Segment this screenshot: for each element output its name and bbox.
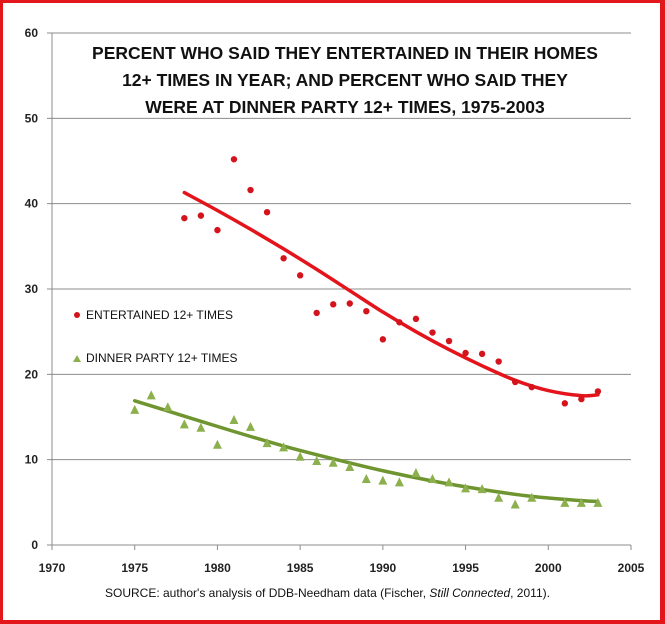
x-tick-labels: 1970 1975 1980 1985 1990 1995 2000 2005 [39, 561, 645, 575]
data-point-circle [280, 255, 287, 262]
data-point-triangle [593, 497, 603, 507]
source-note: SOURCE: author's analysis of DDB-Needham… [105, 586, 550, 600]
data-point-circle [495, 358, 502, 365]
legend-label-entertained: ENTERTAINED 12+ TIMES [86, 308, 233, 322]
data-point-circle [197, 212, 205, 219]
data-point-circle [528, 383, 535, 391]
data-point-triangle [146, 390, 156, 400]
data-point-triangle [510, 499, 520, 509]
trend-line-dinner-party [132, 399, 600, 504]
data-point-triangle [378, 475, 388, 485]
trend-lines [132, 190, 600, 504]
y-tick-label: 60 [25, 26, 39, 40]
data-point-triangle [427, 473, 437, 483]
data-point-circle [296, 272, 304, 279]
data-point-circle [478, 350, 486, 358]
data-point-triangle [444, 477, 454, 487]
data-point-circle [412, 315, 420, 323]
data-point-circle [313, 309, 320, 317]
data-point-circle [247, 186, 254, 194]
data-point-circle [445, 337, 453, 345]
data-point-triangle [560, 497, 570, 507]
data-point-triangle [394, 477, 404, 487]
y-tick-label: 40 [25, 197, 39, 211]
data-point-triangle [279, 442, 289, 452]
x-tick-label: 1995 [452, 561, 479, 575]
data-point-circle [214, 226, 221, 234]
data-point-circle [263, 209, 271, 216]
series-dinner-party [130, 390, 603, 509]
data-point-triangle [345, 461, 355, 471]
data-point-triangle [477, 484, 487, 494]
data-point-circle [379, 336, 387, 343]
data-point-circle [561, 400, 569, 407]
y-tick-label: 30 [25, 282, 39, 296]
y-tick-label: 20 [25, 367, 39, 381]
data-point-circle [429, 329, 436, 336]
data-point-triangle [328, 457, 338, 467]
data-point-triangle [295, 451, 305, 461]
data-point-triangle [196, 422, 206, 432]
x-tick-label: 1975 [121, 561, 148, 575]
legend-marker-circle [74, 312, 80, 318]
data-point-triangle [411, 467, 421, 477]
data-point-triangle [527, 492, 537, 502]
chart-title: PERCENT WHO SAID THEY ENTERTAINED IN THE… [92, 43, 598, 117]
legend-item-entertained: ENTERTAINED 12+ TIMES [74, 308, 233, 322]
data-point-circle [363, 307, 370, 315]
data-point-triangle [130, 404, 140, 414]
data-point-circle [396, 319, 403, 326]
legend-item-dinner-party: DINNER PARTY 12+ TIMES [73, 351, 238, 365]
legend: ENTERTAINED 12+ TIMES DINNER PARTY 12+ T… [73, 308, 238, 365]
x-tick-label: 1985 [287, 561, 314, 575]
data-point-circle [330, 301, 337, 308]
data-point-triangle [576, 497, 586, 507]
data-point-circle [594, 388, 602, 395]
source-italic: Still Connected [429, 586, 510, 600]
data-point-triangle [212, 439, 222, 449]
legend-label-dinner-party: DINNER PARTY 12+ TIMES [86, 351, 238, 365]
data-point-circle [462, 349, 469, 357]
y-tick-labels: 0 10 20 30 40 50 60 [25, 26, 39, 552]
trend-line-entertained [182, 190, 600, 398]
x-tick-label: 2000 [535, 561, 562, 575]
data-points [130, 156, 603, 509]
data-point-triangle [246, 421, 256, 431]
data-point-circle [512, 378, 519, 386]
data-point-circle [346, 300, 353, 307]
data-point-triangle [494, 492, 504, 502]
series-entertained [181, 156, 602, 407]
data-point-triangle [229, 415, 239, 425]
x-tick-label: 1980 [204, 561, 231, 575]
source-suffix: , 2011). [510, 586, 550, 600]
y-tick-label: 10 [25, 453, 39, 467]
data-point-circle [181, 214, 188, 222]
data-point-triangle [262, 438, 272, 448]
data-point-triangle [312, 456, 322, 466]
x-tick-label: 1990 [370, 561, 397, 575]
data-point-circle [230, 156, 238, 163]
legend-marker-triangle [73, 355, 81, 362]
title-line-3: WERE AT DINNER PARTY 12+ TIMES, 1975-200… [145, 97, 545, 117]
title-line-2: 12+ TIMES IN YEAR; AND PERCENT WHO SAID … [122, 70, 568, 90]
gridlines [47, 32, 631, 461]
axes [47, 33, 632, 550]
data-point-circle [578, 395, 585, 403]
data-point-triangle [163, 402, 173, 412]
x-tick-label: 1970 [39, 561, 66, 575]
data-point-triangle [361, 473, 371, 483]
title-line-1: PERCENT WHO SAID THEY ENTERTAINED IN THE… [92, 43, 598, 63]
data-point-triangle [179, 419, 189, 429]
x-tick-label: 2005 [618, 561, 645, 575]
source-prefix: SOURCE: author's analysis of DDB-Needham… [105, 586, 429, 600]
data-point-triangle [461, 483, 471, 493]
y-tick-label: 0 [31, 538, 38, 552]
y-tick-label: 50 [25, 111, 39, 125]
